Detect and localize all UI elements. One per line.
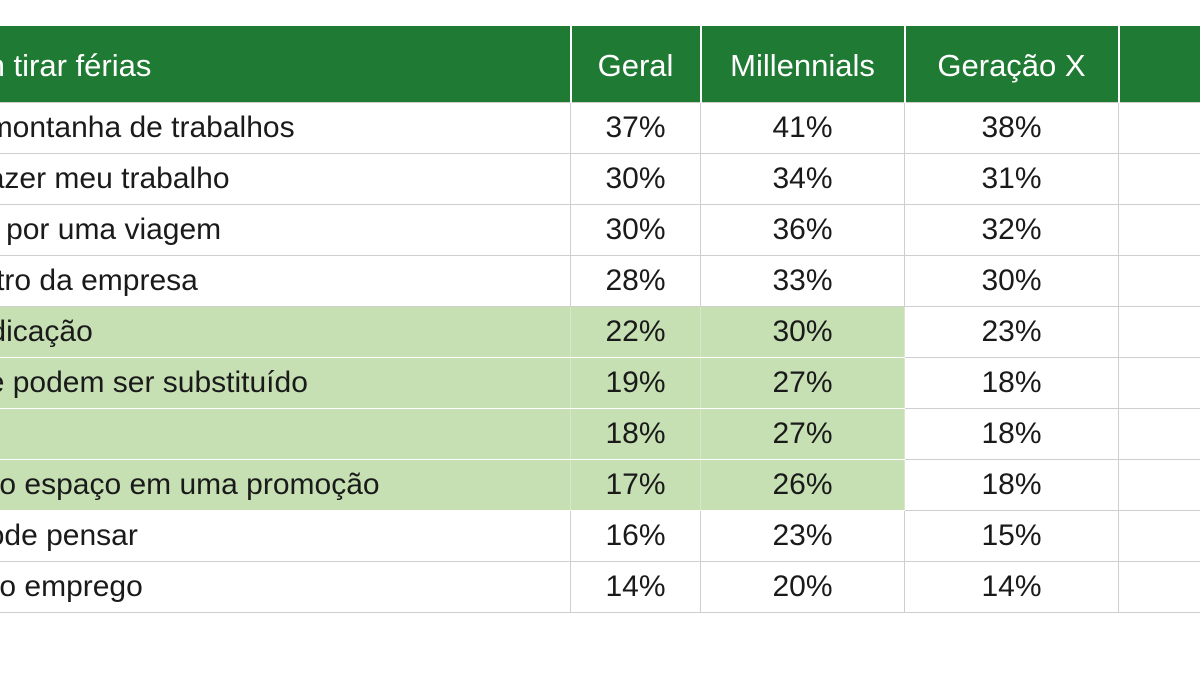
value-cell: 37% xyxy=(570,101,701,154)
value-cell: 26% xyxy=(700,458,905,511)
value-cell xyxy=(1118,203,1200,256)
value-cell: 23% xyxy=(904,305,1119,358)
value-cell: 18% xyxy=(570,407,701,460)
value-cell: 18% xyxy=(904,356,1119,409)
value-cell: 18% xyxy=(904,458,1119,511)
value-cell xyxy=(1118,152,1200,205)
column-header-baby-boomers: Ba xyxy=(1117,26,1200,102)
value-cell: 17% xyxy=(570,458,701,511)
value-cell xyxy=(1118,458,1200,511)
row-label: erder o espaço em uma promoção xyxy=(0,458,571,511)
value-cell: 14% xyxy=(904,560,1119,613)
value-cell: 36% xyxy=(700,203,905,256)
column-header-geracao-x: Geração X xyxy=(903,26,1120,102)
value-cell: 22% xyxy=(570,305,701,358)
value-cell: 33% xyxy=(700,254,905,307)
table-row: or dedicação22%30%23% xyxy=(0,305,1200,358)
value-cell: 30% xyxy=(570,203,701,256)
value-cell: 15% xyxy=(904,509,1119,562)
row-label: efe pode pensar xyxy=(0,509,571,562)
value-cell xyxy=(1118,305,1200,358)
row-label: lpado xyxy=(0,407,571,460)
value-cell: 41% xyxy=(700,101,905,154)
value-cell: 38% xyxy=(904,101,1119,154)
row-label: erder o emprego xyxy=(0,560,571,613)
value-cell xyxy=(1118,560,1200,613)
value-cell: 27% xyxy=(700,356,905,409)
value-cell: 28% xyxy=(570,254,701,307)
value-cell: 34% xyxy=(700,152,905,205)
value-cell: 30% xyxy=(570,152,701,205)
value-cell xyxy=(1118,509,1200,562)
value-cell xyxy=(1118,407,1200,460)
column-header-reasons: os em tirar férias xyxy=(0,26,572,102)
value-cell: 16% xyxy=(570,509,701,562)
value-cell: 30% xyxy=(904,254,1119,307)
value-cell: 30% xyxy=(700,305,905,358)
value-cell: 19% xyxy=(570,356,701,409)
survey-table: os em tirar férias Geral Millennials Ger… xyxy=(0,26,1200,613)
table-row: lpado18%27%18% xyxy=(0,407,1200,460)
column-header-geral: Geral xyxy=(569,26,702,102)
value-cell: 32% xyxy=(904,203,1119,256)
value-cell: 23% xyxy=(700,509,905,562)
value-cell: 27% xyxy=(700,407,905,460)
value-cell xyxy=(1118,101,1200,154)
value-cell: 18% xyxy=(904,407,1119,460)
value-cell xyxy=(1118,254,1200,307)
value-cell: 14% xyxy=(570,560,701,613)
row-label: o dentro da empresa xyxy=(0,254,571,307)
column-header-millennials: Millennials xyxy=(699,26,906,102)
header-row: os em tirar férias Geral Millennials Ger… xyxy=(0,26,1200,102)
value-cell: 31% xyxy=(904,152,1119,205)
row-label: or dedicação xyxy=(0,305,571,358)
row-label: ode fazer meu trabalho xyxy=(0,152,571,205)
row-label: m que podem ser substituído xyxy=(0,356,571,409)
row-label: uma montanha de trabalhos xyxy=(0,101,571,154)
value-cell xyxy=(1118,356,1200,409)
value-cell: 20% xyxy=(700,560,905,613)
row-label: pagar por uma viagem xyxy=(0,203,571,256)
